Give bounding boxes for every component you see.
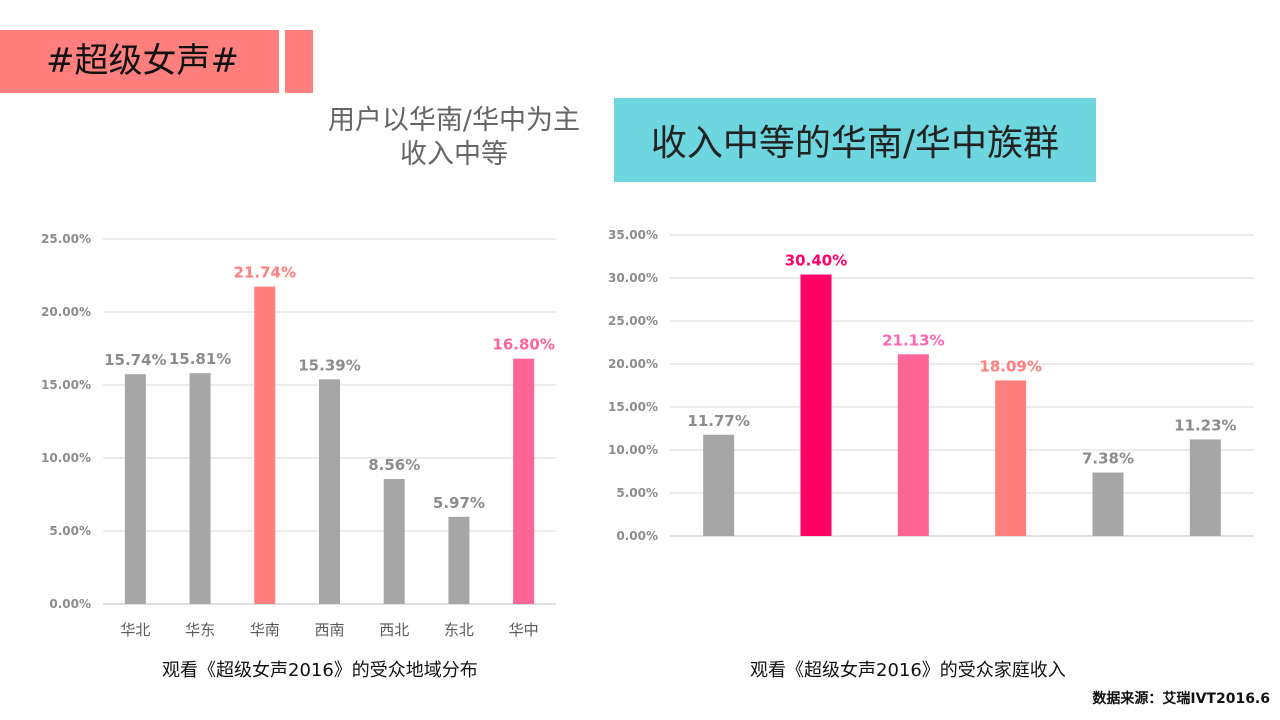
region-x-tick-label: 华南 <box>250 621 280 639</box>
income-y-tick-label: 25.00% <box>608 314 658 328</box>
region-data-label: 15.74% <box>104 351 166 369</box>
region-data-label: 8.56% <box>368 456 420 474</box>
region-y-tick-label: 0.00% <box>49 597 91 611</box>
region-bar <box>448 516 470 604</box>
region-bar <box>383 479 405 604</box>
region-x-tick-label: 东北 <box>444 621 474 639</box>
region-y-tick-label: 15.00% <box>41 378 91 392</box>
region-y-tick-label: 20.00% <box>41 305 91 319</box>
income-bar <box>703 434 735 536</box>
income-data-label: 7.38% <box>1082 450 1134 468</box>
region-data-label: 5.97% <box>433 494 485 512</box>
region-x-tick-label: 西北 <box>379 621 409 639</box>
income-y-tick-label: 20.00% <box>608 357 658 371</box>
highlight-text: 收入中等的华南/华中族群 <box>650 123 1060 164</box>
income-y-tick-label: 0.00% <box>616 529 658 543</box>
region-x-tick-label: 西南 <box>314 621 344 639</box>
income-data-label: 21.13% <box>882 331 944 349</box>
region-bar <box>254 286 276 604</box>
income-data-label: 30.40% <box>785 252 847 270</box>
income-bar <box>1189 439 1221 536</box>
region-bar <box>189 373 211 604</box>
region-bar <box>124 374 146 604</box>
income-bar <box>1092 472 1124 536</box>
income-data-label: 11.77% <box>687 412 749 430</box>
income-y-tick-label: 35.00% <box>608 228 658 242</box>
region-data-label: 15.81% <box>169 350 231 368</box>
region-bar-chart: 0.00% 5.00% 10.00% 15.00% 20.00% 25.00% 15.74%… <box>41 232 556 639</box>
region-x-tick-label: 华东 <box>185 621 215 639</box>
income-data-label: 18.09% <box>979 357 1041 375</box>
income-bar <box>897 354 929 536</box>
income-data-label: 11.23% <box>1174 416 1236 434</box>
region-data-label: 16.80% <box>492 336 554 354</box>
highlight-box: 收入中等的华南/华中族群 <box>614 98 1096 182</box>
title-tag-text: #超级女声# <box>46 41 239 81</box>
title-tag-bar <box>0 30 279 93</box>
region-y-tick-label: 25.00% <box>41 232 91 246</box>
income-y-tick-label: 5.00% <box>616 486 658 500</box>
subtitle: 用户以华南/华中为主 收入中等 <box>296 104 612 172</box>
subtitle-line-1: 用户以华南/华中为主 <box>327 105 581 136</box>
income-y-tick-label: 10.00% <box>608 443 658 457</box>
region-data-label: 15.39% <box>298 356 360 374</box>
subtitle-line-2: 收入中等 <box>400 139 508 170</box>
region-x-tick-label: 华北 <box>120 621 150 639</box>
region-bar <box>319 379 340 604</box>
region-x-tick-label: 华中 <box>509 621 539 639</box>
region-chart-caption: 观看《超级女声2016》的受众地域分布 <box>162 660 478 681</box>
region-bar <box>513 358 535 604</box>
income-y-tick-label: 15.00% <box>608 400 658 414</box>
income-bar <box>995 380 1027 536</box>
data-source: 数据来源：艾瑞IVT2016.6 <box>1092 691 1270 707</box>
income-y-tick-label: 30.00% <box>608 271 658 285</box>
region-y-tick-label: 5.00% <box>49 524 91 538</box>
income-bar <box>800 274 832 536</box>
region-data-label: 21.74% <box>234 264 296 282</box>
title-tag-accent <box>285 30 313 93</box>
income-chart-caption: 观看《超级女声2016》的受众家庭收入 <box>750 660 1066 681</box>
region-y-tick-label: 10.00% <box>41 451 91 465</box>
